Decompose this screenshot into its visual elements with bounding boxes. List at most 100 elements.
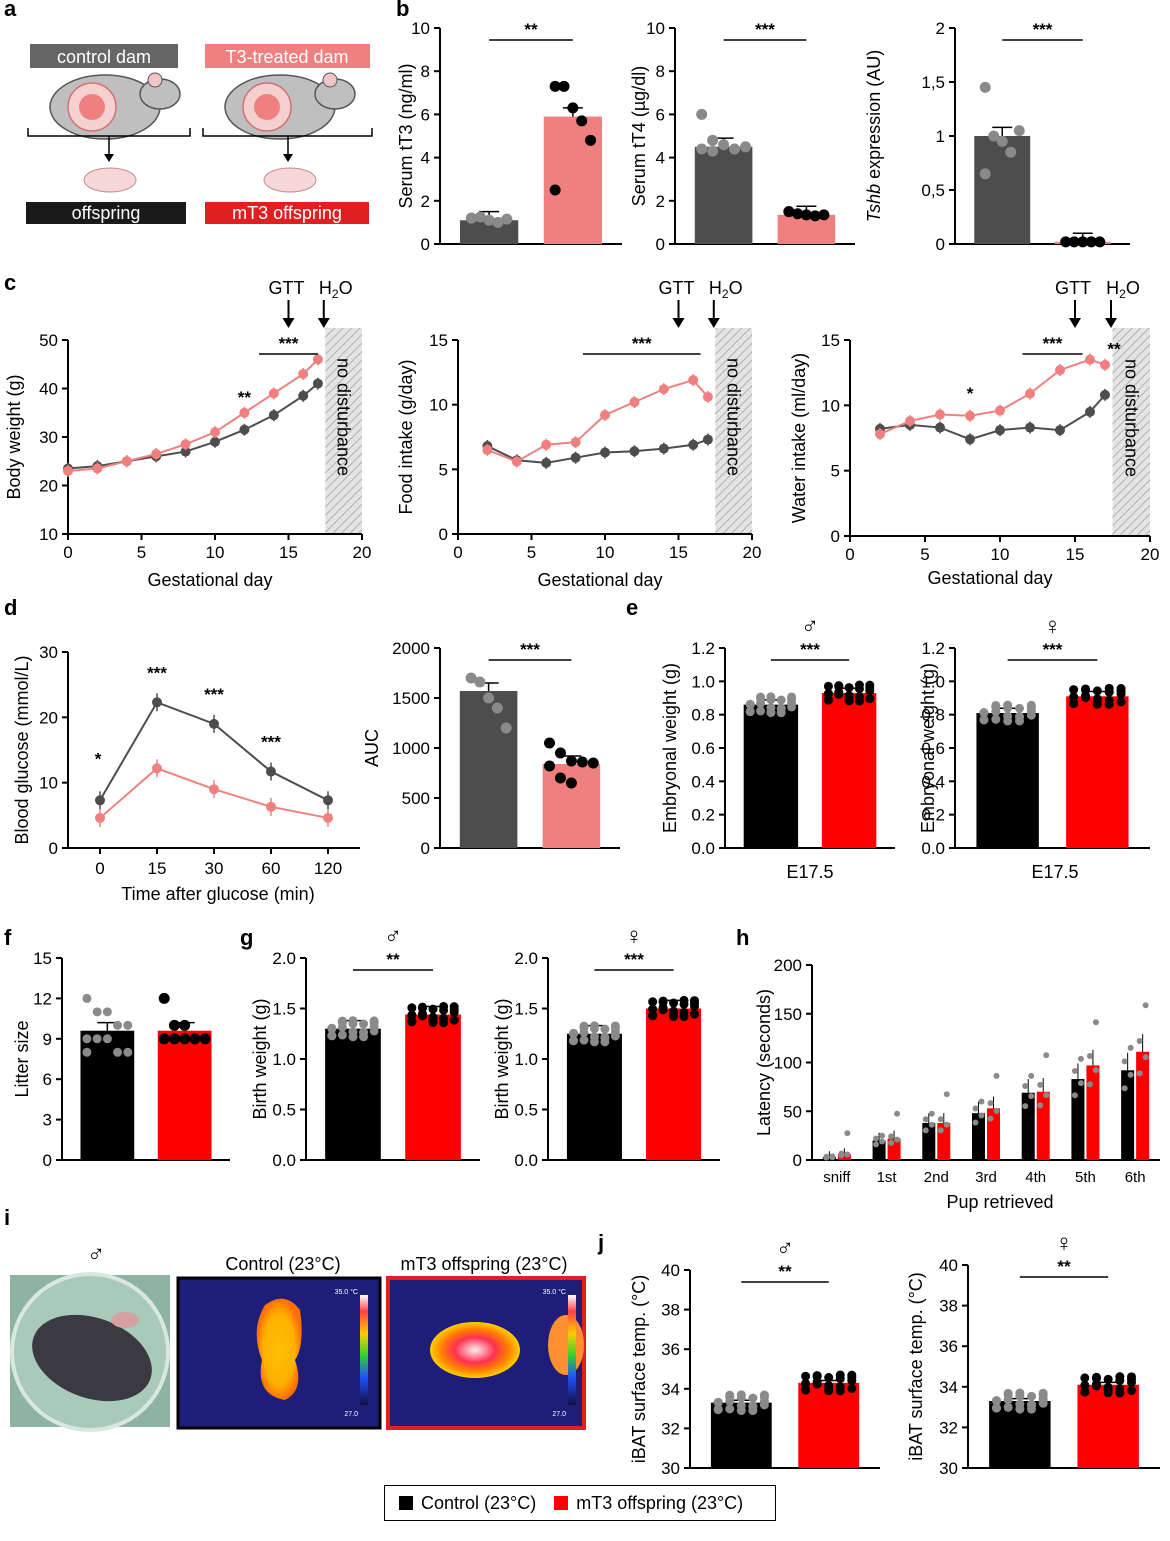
y-axis-label: Embryonal weight (g) (660, 663, 680, 833)
data-point (1025, 422, 1035, 433)
x-tick-label: 1st (877, 1169, 898, 1186)
data-point (987, 1100, 994, 1107)
marker-subscript: 2 (722, 287, 729, 301)
data-point (501, 213, 513, 225)
y-tick-label: 1.5 (514, 1000, 538, 1019)
data-point (600, 410, 610, 421)
data-point (1043, 1052, 1050, 1059)
y-tick-label: 34 (661, 1380, 680, 1399)
data-point (569, 1028, 579, 1038)
data-point (1015, 1388, 1025, 1398)
data-point (1015, 703, 1025, 713)
y-tick-label: 5 (831, 462, 840, 481)
data-point (1094, 236, 1106, 248)
no-disturbance-label: no disturbance (724, 358, 744, 476)
data-point (965, 410, 975, 421)
x-tick-label: 20 (1141, 545, 1160, 564)
data-point (1104, 687, 1114, 697)
data-point (567, 102, 579, 114)
data-point (82, 993, 92, 1003)
data-point (1077, 1080, 1084, 1087)
data-point (1071, 1092, 1078, 1099)
thermal-scale-max: 35.0 °C (335, 1288, 358, 1296)
data-point (879, 1132, 886, 1139)
data-point (1142, 1002, 1149, 1009)
data-point (991, 714, 1001, 724)
x-axis-label: Pup retrieved (946, 1192, 1053, 1212)
data-point (838, 1150, 845, 1157)
thermal-mt3-pup (430, 1322, 520, 1378)
pregnant-mouse-icon-t3 (224, 72, 356, 140)
data-point (669, 998, 679, 1008)
marker-h: H (319, 278, 332, 298)
bar-control (566, 1033, 622, 1160)
y-tick-label: 0.4 (921, 772, 945, 791)
data-point (745, 699, 755, 709)
data-point (579, 1035, 589, 1045)
data-point (1037, 1081, 1044, 1088)
data-point (449, 1015, 459, 1025)
y-axis-label: Food intake (g/day) (396, 359, 416, 514)
y-tick-label: 2000 (392, 639, 430, 658)
data-point (812, 1377, 822, 1387)
x-tick-label: 6th (1125, 1169, 1146, 1186)
x-tick-label: 30 (205, 859, 224, 878)
significance-label: *** (1033, 20, 1053, 39)
data-point (570, 437, 581, 448)
legend-mt3-label: mT3 offspring (23°C) (576, 1492, 744, 1513)
data-point (993, 1107, 1000, 1114)
data-point (824, 1380, 834, 1390)
significance-label: * (967, 384, 974, 403)
data-point (158, 1033, 170, 1045)
data-point (1060, 236, 1072, 248)
data-point (991, 700, 1001, 710)
data-point (935, 409, 945, 420)
chart-birth-weight-male: 0.0 0.5 1.0 1.5 2.0 Birth weight (g) **♂ (250, 923, 480, 1170)
bar-mT3 (646, 1008, 702, 1160)
y-tick-label: 0.6 (921, 739, 945, 758)
data-point (491, 702, 503, 714)
data-point (1085, 406, 1095, 417)
legend-mt3-swatch (554, 1496, 569, 1510)
data-point (417, 1009, 427, 1019)
data-point (979, 715, 989, 725)
data-point (1037, 1102, 1044, 1109)
data-point (1127, 1374, 1137, 1384)
data-point (835, 1374, 845, 1384)
series-line-control (67, 382, 319, 470)
legend-control-label: Control (23°C) (421, 1492, 537, 1513)
data-point (1103, 1374, 1113, 1384)
y-tick-label: 4 (421, 149, 430, 168)
data-point (979, 708, 989, 718)
x-tick-label: 5 (137, 543, 146, 562)
data-point (327, 1031, 337, 1041)
y-tick-label: 0.0 (921, 839, 945, 858)
data-point (818, 209, 830, 221)
data-point (725, 1404, 735, 1414)
y-tick-label: 40 (39, 380, 58, 399)
data-point (713, 1404, 723, 1414)
y-tick-label: 0,5 (921, 181, 945, 200)
data-point (123, 1047, 133, 1057)
data-point (991, 1396, 1001, 1406)
y-tick-label: 20 (39, 477, 58, 496)
y-tick-label: 15 (821, 331, 840, 350)
data-point (82, 1034, 92, 1044)
marker-h: H (1106, 278, 1119, 298)
data-point (922, 1127, 929, 1134)
data-point (511, 456, 522, 467)
data-point (713, 1397, 723, 1407)
data-point (268, 410, 279, 421)
marker-label-gtt: GTT (269, 278, 305, 298)
x-tick-label: 10 (596, 543, 615, 562)
male-symbol: ♂ (87, 1241, 105, 1268)
data-point (972, 1105, 979, 1112)
data-point (268, 388, 279, 399)
data-point (500, 722, 512, 734)
thermal-mt3-pup-edge (548, 1315, 584, 1375)
data-point (801, 1384, 811, 1394)
x-axis-label: Gestational day (927, 568, 1052, 588)
x-tick-label: 15 (669, 543, 688, 562)
data-point (1092, 1067, 1099, 1074)
data-point (1103, 1382, 1113, 1392)
